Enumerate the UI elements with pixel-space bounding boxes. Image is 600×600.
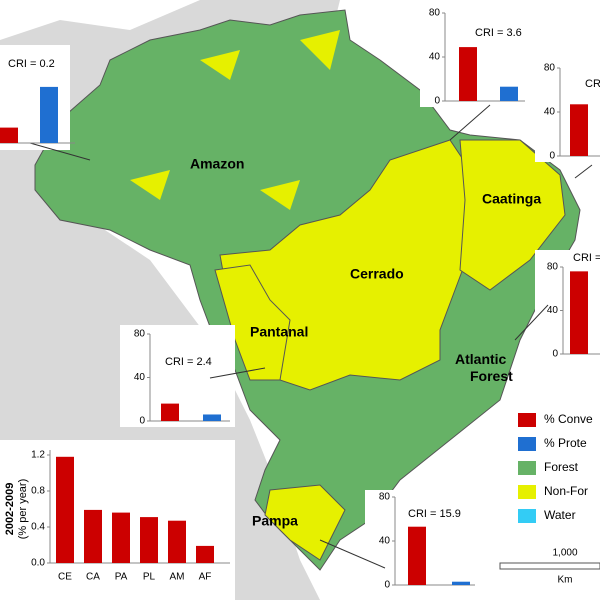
y-tick-label: 0.8: [31, 486, 45, 497]
x-tick-label: PL: [143, 572, 156, 583]
legend-swatch: [518, 413, 536, 427]
y-tick-label: 0: [434, 96, 440, 107]
y-tick-label: 40: [547, 305, 559, 316]
legend-swatch: [518, 485, 536, 499]
y-tick-label: 0: [384, 580, 390, 591]
bar: [570, 271, 588, 354]
caatinga-area: [459, 139, 566, 291]
bar: [452, 581, 470, 585]
x-tick-label: AM: [170, 572, 185, 583]
bar: [203, 414, 221, 421]
leader-line: [29, 142, 91, 161]
legend-label: Water: [544, 508, 576, 522]
bar: [0, 127, 18, 143]
y-tick-label: 1.2: [31, 450, 45, 461]
leader-line: [514, 304, 549, 341]
legend-swatch: [518, 461, 536, 475]
cri-label: CRI =: [573, 252, 600, 264]
y-axis-label: 2002-2009: [4, 483, 16, 536]
region-label: Pampa: [252, 513, 298, 529]
leader-line: [209, 367, 266, 379]
cri-label: CRI: [585, 78, 600, 90]
y-tick-label: 40: [544, 107, 556, 118]
pantanal-area: [214, 264, 291, 381]
x-tick-label: AF: [199, 572, 212, 583]
bar: [56, 456, 74, 563]
legend-label: % Prote: [544, 436, 587, 450]
leader-line: [319, 539, 386, 569]
bar: [168, 520, 186, 563]
bar: [500, 86, 518, 101]
cri-label: CRI = 0.2: [8, 58, 55, 70]
pampa-area: [264, 484, 346, 561]
y-tick-label: 0: [552, 349, 558, 360]
region-label: Pantanal: [250, 324, 308, 340]
legend-swatch: [518, 509, 536, 523]
y-tick-label: 40: [379, 536, 391, 547]
leader-line: [449, 104, 491, 141]
y-tick-label: 0.4: [31, 522, 45, 533]
scale-unit: Km: [558, 575, 573, 586]
y-tick-label: 80: [544, 63, 556, 74]
y-axis-label: (% per year): [17, 479, 29, 540]
leader-line: [574, 164, 593, 179]
legend: % Conve % Prote Forest Non-For Water: [518, 412, 593, 523]
legend-label: Non-For: [544, 484, 588, 498]
scale-bar: [499, 562, 600, 570]
y-tick-label: 0.0: [31, 558, 45, 569]
y-tick-label: 40: [429, 52, 441, 63]
region-label: Caatinga: [482, 191, 541, 207]
inset-panel: [535, 60, 600, 162]
legend-label: % Conve: [544, 412, 593, 426]
bar: [140, 517, 158, 563]
y-tick-label: 80: [134, 329, 146, 340]
bar: [84, 509, 102, 563]
y-tick-label: 0: [549, 151, 555, 162]
region-label: Atlantic Forest: [455, 351, 513, 384]
inset-panel: [535, 250, 600, 360]
region-label: Amazon: [190, 156, 244, 172]
cri-label: CRI = 15.9: [408, 508, 461, 520]
bar: [570, 104, 588, 156]
non-forest-patch: [130, 30, 340, 210]
x-tick-label: CE: [58, 572, 72, 583]
legend-label: Forest: [544, 460, 579, 474]
x-tick-label: CA: [86, 572, 100, 583]
legend-swatch: [518, 437, 536, 451]
cri-label: CRI = 2.4: [165, 356, 212, 368]
y-tick-label: 80: [429, 8, 441, 19]
y-tick-label: 40: [134, 372, 146, 383]
bar: [40, 86, 58, 143]
bar: [161, 403, 179, 421]
cri-label: CRI = 3.6: [475, 27, 522, 39]
bar: [196, 545, 214, 563]
bar: [408, 526, 426, 585]
bar: [459, 47, 477, 101]
y-tick-label: 80: [379, 492, 391, 503]
region-label: Cerrado: [350, 266, 404, 282]
x-tick-label: PA: [115, 572, 128, 583]
scale-value: 1,000: [552, 548, 577, 559]
bar: [112, 512, 130, 563]
y-tick-label: 0: [139, 416, 145, 427]
y-tick-label: 80: [547, 262, 559, 273]
